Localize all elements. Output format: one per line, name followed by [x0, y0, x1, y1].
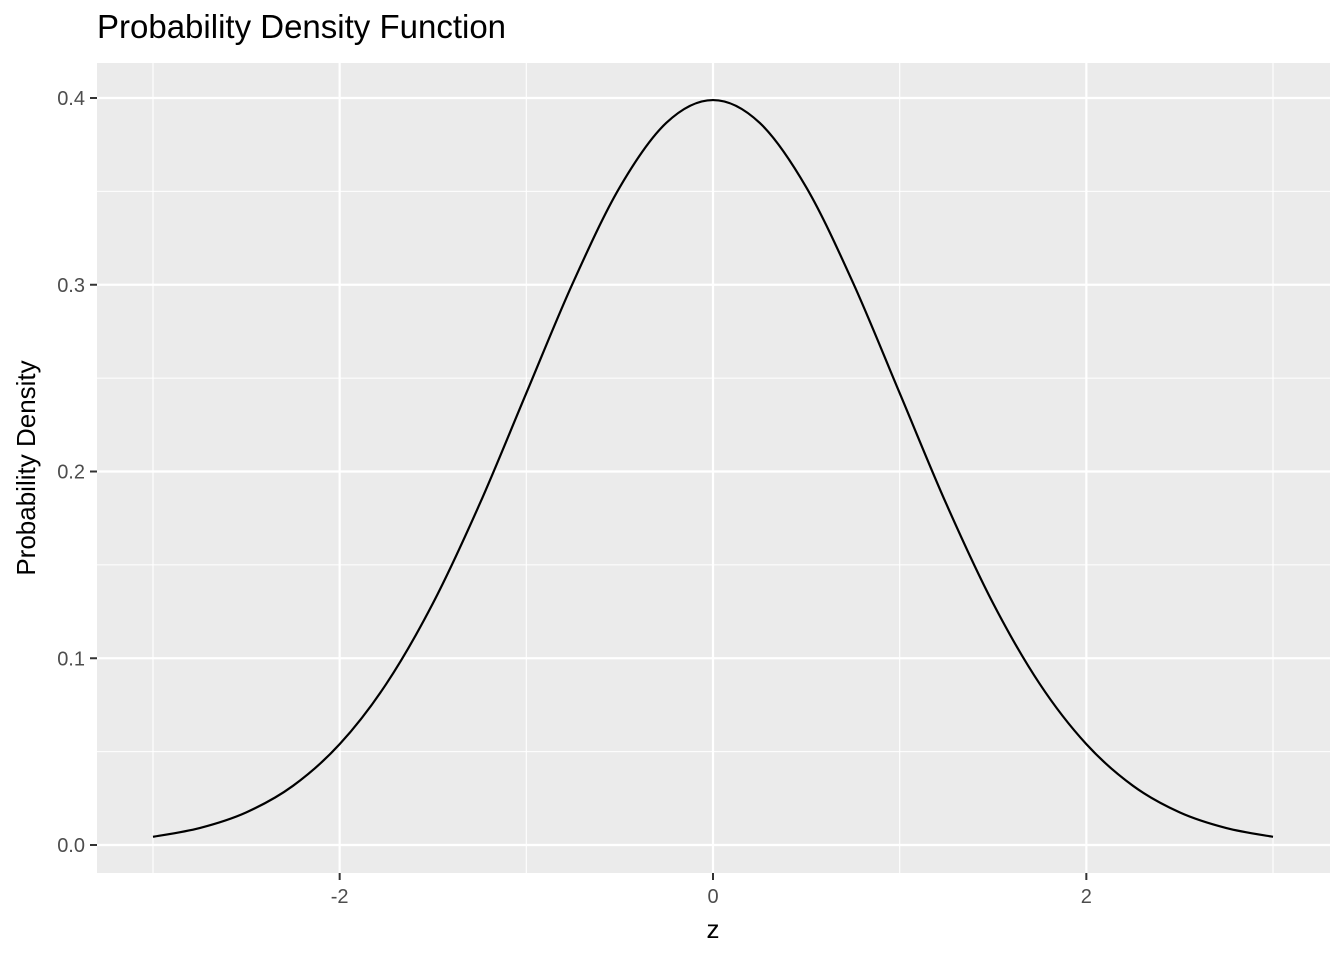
y-tick-label: 0.0	[57, 835, 85, 857]
chart-title: Probability Density Function	[97, 8, 507, 45]
y-axis-title: Probability Density	[11, 360, 41, 575]
x-tick-label: 0	[707, 886, 718, 908]
y-axis-ticks: 0.0 0.1 0.2 0.3 0.4	[57, 88, 97, 857]
y-tick-label: 0.1	[57, 648, 85, 670]
major-gridlines	[97, 63, 1330, 873]
y-tick-label: 0.4	[57, 88, 85, 110]
x-axis-title: z	[707, 914, 720, 944]
y-tick-label: 0.3	[57, 275, 85, 297]
x-axis-ticks: -2 0 2	[331, 873, 1092, 908]
y-tick-label: 0.2	[57, 462, 85, 484]
density-curve	[152, 98, 1274, 838]
x-tick-label: 2	[1081, 886, 1092, 908]
x-tick-label: -2	[331, 886, 349, 908]
